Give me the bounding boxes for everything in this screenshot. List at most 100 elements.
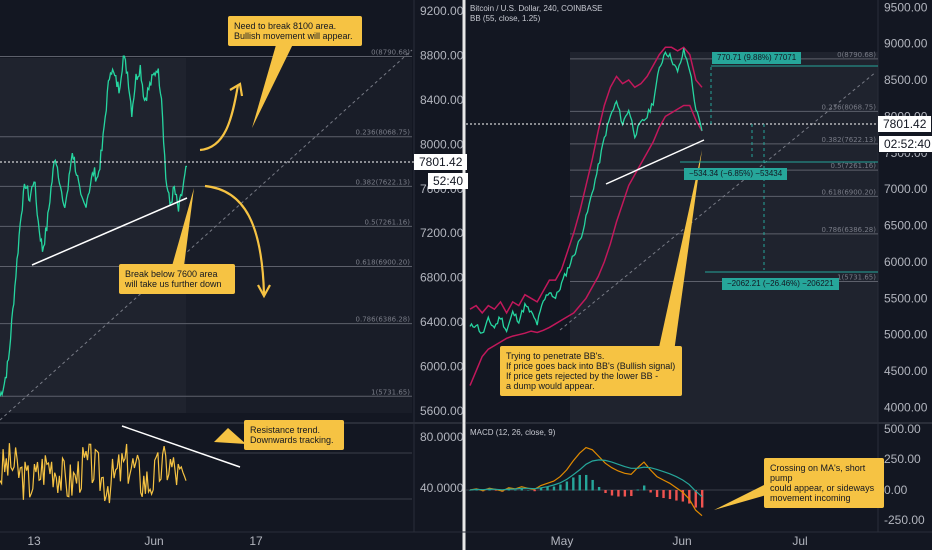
macd-hist-bar [591, 479, 594, 491]
arrow-down-head-icon [257, 284, 271, 299]
note-resistance[interactable]: Resistance trend. Downwards tracking. [244, 420, 344, 450]
bb-lower-band [469, 104, 703, 386]
right-price-tick: 6000.00 [884, 255, 928, 269]
left-price-tick: 8000.00 [420, 137, 464, 151]
macd-hist-bar [514, 489, 517, 491]
left-time-tick: 13 [27, 534, 41, 548]
macd-hist-bar [636, 489, 639, 491]
left-price-tick: 5600.00 [420, 404, 464, 418]
measure-down-label[interactable]: −2062.21 (−26.46%) −206221 [722, 278, 839, 290]
macd-hist-bar [688, 490, 691, 504]
macd-hist-bar [559, 484, 562, 491]
right-price-tick: 6500.00 [884, 219, 928, 233]
right-fib-label: 0(8790.68) [837, 51, 876, 59]
macd-hist-bar [552, 486, 556, 491]
callout-pointer-bb [658, 150, 702, 352]
macd-tick: 0.00 [884, 483, 908, 497]
signal-line [469, 459, 703, 498]
right-countdown-tag: 02:52:40 [878, 135, 932, 153]
osc-tick: 80.0000 [420, 430, 464, 444]
bb-header[interactable]: BB (55, close, 1.25) [470, 14, 540, 24]
right-fib-label: 0.618(6900.20) [822, 188, 877, 196]
left-fib-label: 0.5(7261.16) [364, 218, 410, 226]
macd-hist-bar [527, 490, 530, 491]
measure-down-text: −2062.21 (−26.46%) −206221 [727, 279, 834, 288]
measure-up-text: 770.71 (9.88%) 77071 [717, 53, 797, 62]
right-price-tick: 5000.00 [884, 328, 928, 342]
left-fib-label: 0.618(6900.20) [356, 259, 411, 267]
right-price-tick: 4500.00 [884, 364, 928, 378]
arrow-up-head-icon [229, 82, 244, 97]
note-break-down[interactable]: Break below 7600 area will take us furth… [119, 264, 235, 294]
right-support-trendline[interactable] [605, 139, 705, 185]
right-price-tick: 5500.00 [884, 291, 928, 305]
left-osc-axis[interactable]: 80.0000 40.0000 [420, 430, 464, 495]
macd-hist-bar [681, 490, 685, 502]
right-fib-label: 0.5(7261.16) [830, 162, 876, 170]
left-price-tick: 8400.00 [420, 93, 464, 107]
left-fib-shade [0, 58, 186, 413]
right-fib-label: 0.236(8068.75) [822, 103, 877, 111]
left-fib-shade-ext [186, 58, 412, 413]
arrow-down-curve[interactable] [204, 184, 266, 295]
macd-hist-bar [565, 481, 569, 491]
measure-up-label[interactable]: 770.71 (9.88%) 77071 [712, 52, 802, 64]
right-diagonal-guide[interactable] [559, 71, 877, 331]
right-price-axis[interactable]: 9500.009000.008500.008000.007500.007000.… [884, 0, 928, 414]
macd-hist-bar [668, 490, 672, 500]
note-macd[interactable]: Crossing on MA's, short pump could appea… [764, 458, 884, 508]
note-bb[interactable]: Trying to penetrate BB's. If price goes … [500, 346, 682, 396]
right-last-price: 7801.42 [883, 117, 927, 131]
callout-pointer-break-down [172, 188, 194, 266]
macd-hist-bar [675, 490, 678, 501]
right-price-tick: 8500.00 [884, 73, 928, 87]
macd-hist-bar [533, 490, 536, 492]
macd-header[interactable]: MACD (12, 26, close, 9) [470, 428, 555, 438]
measure-mid-label[interactable]: −534.34 (−6.85%) −53434 [684, 168, 788, 180]
macd-hist-bar [572, 477, 575, 491]
arrow-up-curve[interactable] [199, 84, 240, 152]
left-fib-label: 1(5731.65) [371, 388, 410, 396]
note-break-up[interactable]: Need to break 8100 area. Bullish movemen… [228, 16, 362, 46]
macd-hist-bar [655, 490, 659, 498]
macd-hist-bar [488, 489, 491, 491]
left-osc-pane [0, 424, 414, 532]
left-price-tick: 8800.00 [420, 49, 464, 63]
left-price-tick: 6400.00 [420, 315, 464, 329]
left-support-trendline[interactable] [31, 197, 188, 266]
macd-hist-bar [585, 474, 588, 491]
symbol-title: Bitcoin / U.S. Dollar, 240, COINBASE [470, 4, 603, 13]
left-diagonal-guide[interactable] [0, 49, 413, 421]
osc-resistance-trendline[interactable] [121, 425, 241, 468]
symbol-header[interactable]: Bitcoin / U.S. Dollar, 240, COINBASE [470, 4, 603, 14]
bb-legend: BB (55, close, 1.25) [470, 14, 541, 23]
left-fib-label: 0.786(6386.28) [356, 316, 411, 324]
left-price-tick: 9200.00 [420, 4, 464, 18]
macd-legend: MACD (12, 26, close, 9) [470, 428, 556, 437]
right-fib-label: 0.786(6386.28) [822, 226, 877, 234]
macd-hist-bar [649, 490, 652, 493]
left-price-tick: 7200.00 [420, 226, 464, 240]
right-time-tick: Jul [792, 534, 807, 548]
macd-hist-bar [694, 490, 697, 508]
callout-pointer-break-up [252, 38, 296, 128]
left-time-tick: 17 [249, 534, 263, 548]
right-countdown: 02:52:40 [884, 137, 931, 151]
right-price-tick: 9000.00 [884, 37, 928, 51]
right-macd-axis[interactable]: 500.00 250.00 0.00 -250.00 [884, 422, 925, 527]
left-price-axis[interactable]: 9200.008800.008400.008000.007600.007200.… [420, 4, 464, 418]
left-time-tick: Jun [144, 534, 163, 548]
macd-tick: -250.00 [884, 513, 925, 527]
right-fib-label: 0.382(7622.13) [822, 136, 877, 144]
right-time-tick: Jun [672, 534, 691, 548]
macd-hist-bar [520, 488, 523, 491]
measure-mid-text: −534.34 (−6.85%) −53434 [689, 169, 783, 178]
macd-hist-bar [610, 490, 614, 496]
right-last-price-tag: 7801.42 [878, 116, 932, 132]
macd-hist-bar [643, 485, 646, 491]
time-axis[interactable]: 13 Jun 17 May Jun Jul [27, 534, 807, 548]
macd-hist-bar [630, 490, 633, 497]
macd-histogram [469, 474, 704, 508]
right-price-tick: 4000.00 [884, 400, 928, 414]
